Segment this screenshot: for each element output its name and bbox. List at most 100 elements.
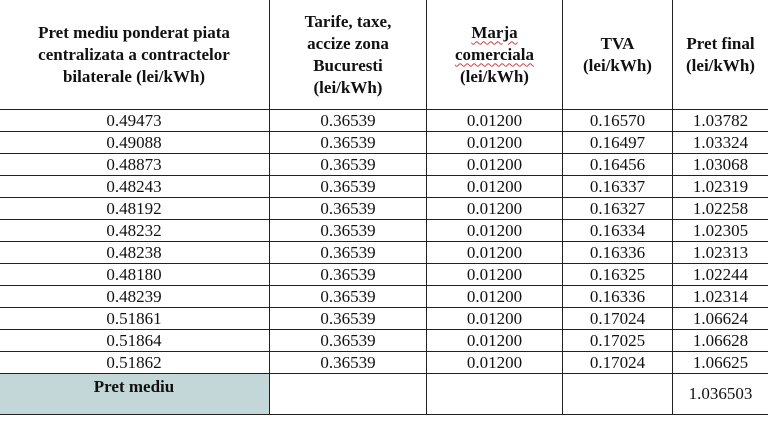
avg-price-cell: 0.48232: [0, 219, 270, 242]
avg-price-cell: 0.48243: [0, 175, 270, 198]
header-line: TVA: [600, 33, 635, 53]
header-tariffs-taxes: Tarife, taxe, accize zona Bucuresti (lei…: [269, 0, 427, 110]
table-row: 0.49473 0.36539 0.01200 0.16570 1.03782: [0, 109, 768, 132]
header-line: Bucuresti: [313, 55, 383, 75]
final-price-cell: 1.02319: [672, 175, 768, 198]
tariffs-cell: 0.36539: [269, 219, 427, 242]
vat-cell: 0.16456: [562, 153, 673, 176]
vat-cell: 0.17024: [562, 351, 673, 374]
header-commercial-margin: Marja comerciala (lei/kWh): [426, 0, 563, 110]
header-line: bilaterale (lei/kWh): [62, 66, 206, 86]
vat-cell: 0.16337: [562, 175, 673, 198]
vat-cell: 0.16334: [562, 219, 673, 242]
vat-cell: 0.16497: [562, 131, 673, 154]
margin-cell: 0.01200: [426, 219, 563, 242]
table-row: 0.48239 0.36539 0.01200 0.16336 1.02314: [0, 285, 768, 308]
table-row: 0.48180 0.36539 0.01200 0.16325 1.02244: [0, 263, 768, 286]
table-row: 0.48192 0.36539 0.01200 0.16327 1.02258: [0, 197, 768, 220]
vat-cell: 0.16327: [562, 197, 673, 220]
final-price-cell: 1.02258: [672, 197, 768, 220]
summary-value: 1.036503: [672, 373, 768, 415]
final-price-cell: 1.02244: [672, 263, 768, 286]
header-row: Pret mediu ponderat piata centralizata a…: [0, 0, 768, 110]
header-final-price: Pret final (lei/kWh): [672, 0, 768, 110]
header-line: centralizata a contractelor: [38, 44, 230, 64]
final-price-cell: 1.03324: [672, 131, 768, 154]
price-table: Pret mediu ponderat piata centralizata a…: [0, 0, 768, 415]
table-row: 0.51862 0.36539 0.01200 0.17024 1.06625: [0, 351, 768, 374]
table-row: 0.48243 0.36539 0.01200 0.16337 1.02319: [0, 175, 768, 198]
margin-cell: 0.01200: [426, 175, 563, 198]
avg-price-cell: 0.51862: [0, 351, 270, 374]
header-line: (lei/kWh): [686, 55, 755, 75]
avg-price-cell: 0.51861: [0, 307, 270, 330]
header-line: comerciala: [455, 44, 534, 64]
final-price-cell: 1.06624: [672, 307, 768, 330]
avg-price-cell: 0.48180: [0, 263, 270, 286]
avg-price-cell: 0.51864: [0, 329, 270, 352]
tariffs-cell: 0.36539: [269, 263, 427, 286]
summary-label: Pret mediu: [0, 373, 270, 415]
tariffs-cell: 0.36539: [269, 307, 427, 330]
header-line: (lei/kWh): [460, 66, 529, 86]
tariffs-cell: 0.36539: [269, 131, 427, 154]
table-row: 0.49088 0.36539 0.01200 0.16497 1.03324: [0, 131, 768, 154]
margin-cell: 0.01200: [426, 197, 563, 220]
tariffs-cell: 0.36539: [269, 351, 427, 374]
table-row: 0.48232 0.36539 0.01200 0.16334 1.02305: [0, 219, 768, 242]
margin-cell: 0.01200: [426, 241, 563, 264]
avg-price-cell: 0.48192: [0, 197, 270, 220]
table-row: 0.51861 0.36539 0.01200 0.17024 1.06624: [0, 307, 768, 330]
avg-price-cell: 0.49088: [0, 131, 270, 154]
margin-cell: 0.01200: [426, 329, 563, 352]
avg-price-cell: 0.48239: [0, 285, 270, 308]
tariffs-cell: 0.36539: [269, 241, 427, 264]
margin-cell: 0.01200: [426, 307, 563, 330]
avg-price-cell: 0.48873: [0, 153, 270, 176]
header-line: (lei/kWh): [313, 77, 383, 97]
final-price-cell: 1.03068: [672, 153, 768, 176]
vat-cell: 0.16570: [562, 109, 673, 132]
vat-cell: 0.17025: [562, 329, 673, 352]
margin-cell: 0.01200: [426, 131, 563, 154]
tariffs-cell: 0.36539: [269, 197, 427, 220]
header-line: (lei/kWh): [583, 55, 652, 75]
margin-cell: 0.01200: [426, 285, 563, 308]
margin-cell: 0.01200: [426, 351, 563, 374]
final-price-cell: 1.06628: [672, 329, 768, 352]
final-price-cell: 1.02313: [672, 241, 768, 264]
avg-price-cell: 0.48238: [0, 241, 270, 264]
header-line: Marja: [471, 22, 518, 42]
vat-cell: 0.17024: [562, 307, 673, 330]
tariffs-cell: 0.36539: [269, 285, 427, 308]
tariffs-cell: 0.36539: [269, 329, 427, 352]
table-row: 0.51864 0.36539 0.01200 0.17025 1.06628: [0, 329, 768, 352]
final-price-cell: 1.03782: [672, 109, 768, 132]
margin-cell: 0.01200: [426, 109, 563, 132]
final-price-cell: 1.06625: [672, 351, 768, 374]
table-row: 0.48873 0.36539 0.01200 0.16456 1.03068: [0, 153, 768, 176]
vat-cell: 0.16325: [562, 263, 673, 286]
final-price-cell: 1.02305: [672, 219, 768, 242]
margin-cell: 0.01200: [426, 263, 563, 286]
header-line: Pret final: [686, 33, 755, 53]
vat-cell: 0.16336: [562, 285, 673, 308]
header-line: Pret mediu ponderat piata: [38, 22, 230, 42]
summary-empty-cell: [426, 373, 563, 415]
tariffs-cell: 0.36539: [269, 153, 427, 176]
tariffs-cell: 0.36539: [269, 109, 427, 132]
header-line: Tarife, taxe,: [304, 11, 392, 31]
table-row: 0.48238 0.36539 0.01200 0.16336 1.02313: [0, 241, 768, 264]
avg-price-cell: 0.49473: [0, 109, 270, 132]
final-price-cell: 1.02314: [672, 285, 768, 308]
header-line: accize zona: [307, 33, 389, 53]
summary-empty-cell: [269, 373, 427, 415]
summary-empty-cell: [562, 373, 673, 415]
tariffs-cell: 0.36539: [269, 175, 427, 198]
margin-cell: 0.01200: [426, 153, 563, 176]
header-vat: TVA (lei/kWh): [562, 0, 673, 110]
table-body: 0.49473 0.36539 0.01200 0.16570 1.03782 0.490…: [0, 109, 768, 374]
summary-row: Pret mediu 1.036503: [0, 373, 768, 415]
header-avg-weighted-price: Pret mediu ponderat piata centralizata a…: [0, 0, 270, 110]
vat-cell: 0.16336: [562, 241, 673, 264]
